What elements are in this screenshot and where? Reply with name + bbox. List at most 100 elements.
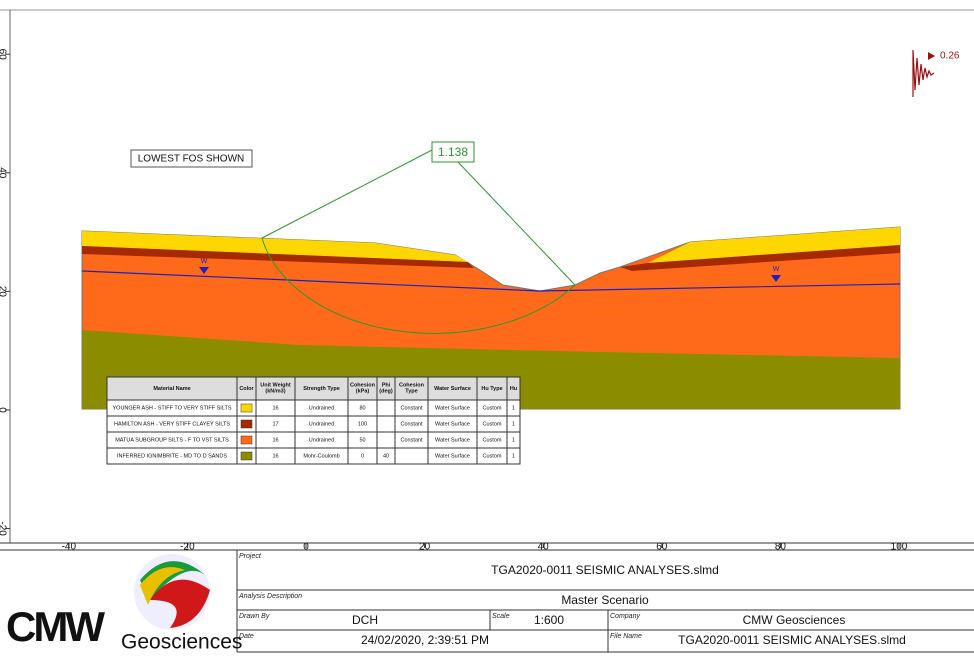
seismic-arrow — [928, 52, 935, 60]
table-cell: Mohr-Coulomb — [303, 453, 339, 459]
header-cell: Cohesion (kPa) — [350, 383, 376, 395]
seismic-icon — [912, 49, 935, 97]
table-cell: Custom — [483, 437, 502, 443]
table-cell: Custom — [483, 405, 502, 411]
field-label: Scale — [492, 613, 510, 620]
slip-leader — [457, 161, 576, 286]
table-cell: 16 — [272, 405, 278, 411]
table-cell: Undrained — [309, 421, 334, 427]
field-value: 24/02/2020, 2:39:51 PM — [361, 633, 489, 647]
fos-value: 1.138 — [438, 145, 468, 159]
hamilton-ash-right — [620, 245, 900, 271]
table-cell: 0 — [361, 453, 364, 459]
table-cell: Constant — [400, 437, 422, 443]
logo-swirl — [150, 579, 210, 628]
field-value: Master Scenario — [561, 593, 649, 607]
header-cell: Strength Type — [303, 386, 340, 392]
logo-mark: CMW — [6, 603, 105, 650]
table-cell: Water Surface — [435, 421, 470, 427]
table-cell: Water Surface — [435, 437, 470, 443]
table-cell: INFERRED IGNIMBRITE - MD TO D SANDS — [117, 453, 227, 459]
header-cell: Hu — [510, 386, 517, 392]
younger-ash-right — [648, 227, 900, 263]
seismic-value: 0.26 — [940, 51, 960, 62]
field-label: Project — [239, 553, 262, 560]
header-cell: Unit Weight (kN/m3) — [260, 383, 291, 395]
fos-note-box — [130, 149, 253, 168]
field-label: Drawn By — [239, 613, 270, 620]
x-tick-label: -20 — [180, 542, 195, 553]
y-tick-label: -20 — [0, 521, 7, 536]
table-cell: Undrained — [309, 437, 334, 443]
slip-surface — [261, 237, 576, 334]
table-cell: 1 — [512, 437, 515, 443]
hamilton-ash-left — [82, 246, 474, 268]
table-cell: 100 — [358, 421, 367, 427]
water-marker — [771, 275, 781, 282]
x-tick-label: 100 — [891, 542, 908, 553]
header-cell: Phi (deg) — [379, 383, 393, 395]
color-swatch — [240, 419, 253, 429]
table-cell: 80 — [359, 405, 365, 411]
axes: -40 -20 0 20 40 60 80 100 60 40 20 0 -20 — [0, 49, 908, 553]
slip-leader — [261, 149, 433, 239]
water-label: W — [773, 266, 780, 273]
field-label: Date — [239, 633, 254, 640]
y-tick-label: 20 — [0, 286, 7, 298]
field-value: DCH — [352, 613, 378, 627]
header-cell: Color — [239, 386, 254, 392]
x-tick-label: 80 — [775, 542, 787, 553]
table-cell: Constant — [400, 405, 422, 411]
logo-name: Geosciences — [121, 631, 242, 654]
field-value: 1:600 — [534, 613, 564, 627]
table-cell: 1 — [512, 405, 515, 411]
table-cell: 1 — [512, 421, 515, 427]
block-grid — [236, 550, 974, 653]
header-cell: Water Surface — [434, 386, 471, 392]
table-cell: 16 — [272, 437, 278, 443]
field-label: File Name — [610, 633, 642, 640]
table-cell: 16 — [272, 453, 278, 459]
field-label: Company — [610, 613, 640, 620]
table-cell: MATUA SUBGROUP SILTS - F TO VST SILTS — [115, 437, 229, 443]
water-surface — [81, 270, 901, 292]
table-cell: YOUNGER ASH - STIFF TO VERY STIFF SILTS — [113, 405, 232, 411]
field-value: TGA2020-0011 SEISMIC ANALYSES.slmd — [491, 563, 719, 577]
table-cell: 1 — [512, 453, 515, 459]
y-tick-label: 0 — [0, 407, 7, 413]
table-cell: Undrained — [309, 405, 334, 411]
color-swatch — [240, 403, 253, 413]
field-value: CMW Geosciences — [743, 613, 846, 627]
header-cell: Hu Type — [481, 386, 502, 392]
field-label: Analysis Description — [238, 593, 302, 600]
logo-swirl — [140, 567, 185, 605]
table-cell: Custom — [483, 453, 502, 459]
table-cell: 17 — [272, 421, 278, 427]
water-label: W — [201, 258, 208, 265]
x-tick-label: 60 — [656, 542, 668, 553]
logo-swirl — [140, 561, 205, 600]
table-cell: 40 — [383, 453, 389, 459]
header-cell: Material Name — [153, 386, 190, 392]
x-tick-label: 40 — [538, 542, 550, 553]
table-cell: Water Surface — [435, 453, 470, 459]
color-swatch — [240, 435, 253, 445]
fos-box — [431, 141, 475, 163]
y-tick-label: 60 — [0, 49, 7, 61]
header-cell: Cohesion Type — [399, 383, 425, 395]
y-tick-label: 40 — [0, 167, 7, 179]
fos-note: LOWEST FOS SHOWN — [138, 154, 245, 165]
x-tick-label: -40 — [62, 542, 77, 553]
x-tick-label: 20 — [419, 542, 431, 553]
table-cell: Water Surface — [435, 405, 470, 411]
material-table: Material Name Color Unit Weight (kN/m3) Stre… — [106, 376, 521, 465]
field-value: TGA2020-0011 SEISMIC ANALYSES.slmd — [678, 633, 906, 647]
table-cell: Constant — [400, 421, 422, 427]
younger-ash-left — [82, 231, 468, 262]
x-tick-label: 0 — [303, 542, 309, 553]
table-cell: Custom — [483, 421, 502, 427]
table-cell: 50 — [359, 437, 365, 443]
title-block: Project TGA2020-0011 SEISMIC ANALYSES.slm… — [238, 553, 906, 647]
water-marker — [199, 267, 209, 274]
